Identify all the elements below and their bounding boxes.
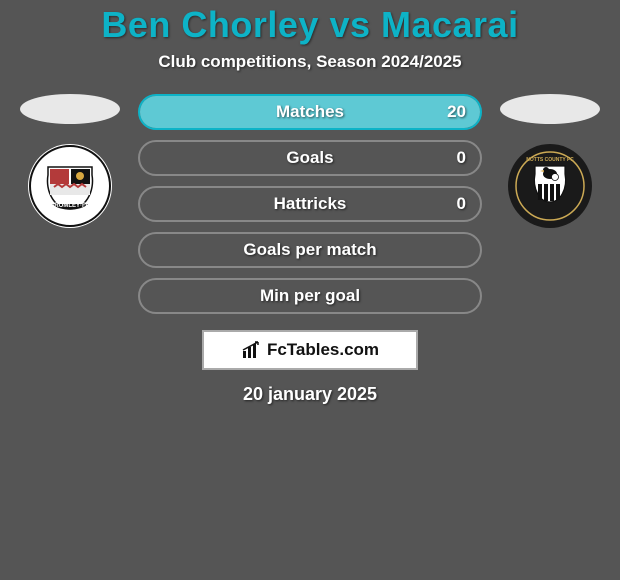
brand-text: FcTables.com xyxy=(267,340,379,360)
notts-county-crest-icon: NOTTS COUNTY FC xyxy=(508,144,592,228)
bar-mpg-label: Min per goal xyxy=(260,286,360,306)
bar-goals-per-match: Goals per match xyxy=(138,232,482,268)
bar-hattricks-value: 0 xyxy=(457,194,466,214)
right-crest: NOTTS COUNTY FC xyxy=(508,144,592,228)
bar-goals-label: Goals xyxy=(286,148,333,168)
bromley-crest-icon: BROMLEY·FC xyxy=(28,144,112,228)
brand-box[interactable]: FcTables.com xyxy=(202,330,418,370)
right-ellipse xyxy=(500,94,600,124)
right-column: NOTTS COUNTY FC xyxy=(500,94,600,228)
bar-min-per-goal: Min per goal xyxy=(138,278,482,314)
bar-goals-value: 0 xyxy=(457,148,466,168)
svg-text:BROMLEY·FC: BROMLEY·FC xyxy=(50,203,91,209)
bar-gpm-label: Goals per match xyxy=(243,240,376,260)
svg-text:NOTTS COUNTY FC: NOTTS COUNTY FC xyxy=(526,157,574,163)
stat-bars: Matches 20 Goals 0 Hattricks 0 Goals per… xyxy=(138,94,482,314)
left-ellipse xyxy=(20,94,120,124)
left-column: BROMLEY·FC xyxy=(20,94,120,228)
bar-matches-label: Matches xyxy=(276,102,344,122)
bar-chart-icon xyxy=(241,339,263,361)
page-title: Ben Chorley vs Macarai xyxy=(0,4,620,46)
page-subtitle: Club competitions, Season 2024/2025 xyxy=(0,52,620,72)
footer-date: 20 january 2025 xyxy=(0,384,620,405)
bar-hattricks: Hattricks 0 xyxy=(138,186,482,222)
infographic-container: Ben Chorley vs Macarai Club competitions… xyxy=(0,0,620,405)
bar-matches: Matches 20 xyxy=(138,94,482,130)
bar-matches-value: 20 xyxy=(447,102,466,122)
bar-goals: Goals 0 xyxy=(138,140,482,176)
left-crest: BROMLEY·FC xyxy=(28,144,112,228)
main-row: BROMLEY·FC Matches 20 Goals 0 Hattricks … xyxy=(0,94,620,314)
bar-hattricks-label: Hattricks xyxy=(274,194,347,214)
